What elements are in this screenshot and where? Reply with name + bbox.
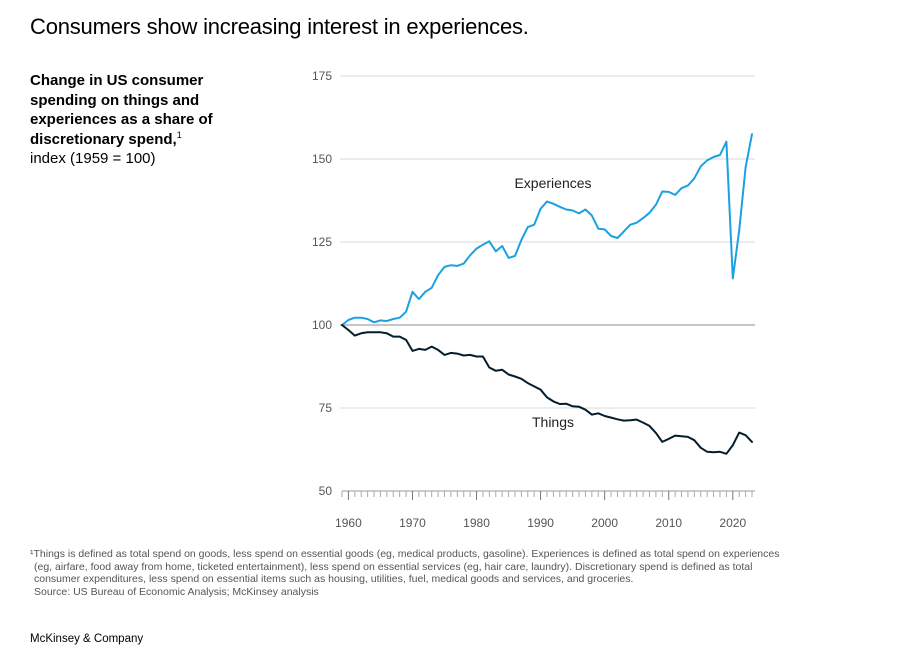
series-label-experiences: Experiences — [514, 175, 591, 191]
y-tick-label-150: 150 — [312, 152, 332, 166]
footnote-line-2: (eg, airfare, food away from home, ticke… — [34, 560, 753, 573]
y-tick-label-50: 50 — [319, 484, 333, 498]
series-line-things — [341, 324, 753, 455]
y-tick-label-75: 75 — [319, 401, 333, 415]
x-tick-label-2010: 2010 — [655, 516, 682, 530]
x-tick-label-2020: 2020 — [719, 516, 746, 530]
footnote-line-3: consumer expenditures, less spend on ess… — [34, 573, 634, 585]
subtitle-bold: Change in US consumer spending on things… — [30, 72, 213, 148]
gridlines — [340, 75, 755, 409]
y-tick-label-100: 100 — [312, 318, 332, 332]
x-tick-label-1960: 1960 — [335, 516, 362, 530]
line-chart: 175 150 125 100 75 50 1960 1970 1980 1990 2000 201… — [312, 69, 755, 530]
series-label-things: Things — [532, 414, 574, 430]
footnote-line-1: ¹Things is defined as total spend on goo… — [30, 548, 780, 560]
footnote-source: Source: US Bureau of Economic Analysis; … — [34, 585, 319, 598]
series-labels: Experiences Things — [514, 175, 591, 430]
x-axis: 1960 1970 1980 1990 2000 2010 2020 — [335, 490, 755, 530]
x-tick-label-2000: 2000 — [591, 516, 618, 530]
series-lines — [341, 133, 753, 455]
subtitle-footnote-mark: 1 — [176, 129, 182, 140]
chart-subtitle: Change in US consumer spending on things… — [30, 71, 245, 169]
y-axis-ticks: 175 150 125 100 75 50 — [312, 69, 332, 498]
y-tick-label-175: 175 — [312, 69, 332, 83]
x-tick-label-1980: 1980 — [463, 516, 490, 530]
footnote: ¹Things is defined as total spend on goo… — [30, 548, 850, 598]
y-tick-label-125: 125 — [312, 235, 332, 249]
brand-name: McKinsey & Company — [30, 633, 144, 645]
series-line-experiences — [341, 133, 753, 326]
subtitle-units: index (1959 = 100) — [30, 150, 156, 167]
x-tick-label-1970: 1970 — [399, 516, 426, 530]
chart-headline: Consumers show increasing interest in ex… — [30, 14, 529, 39]
x-tick-label-1990: 1990 — [527, 516, 554, 530]
